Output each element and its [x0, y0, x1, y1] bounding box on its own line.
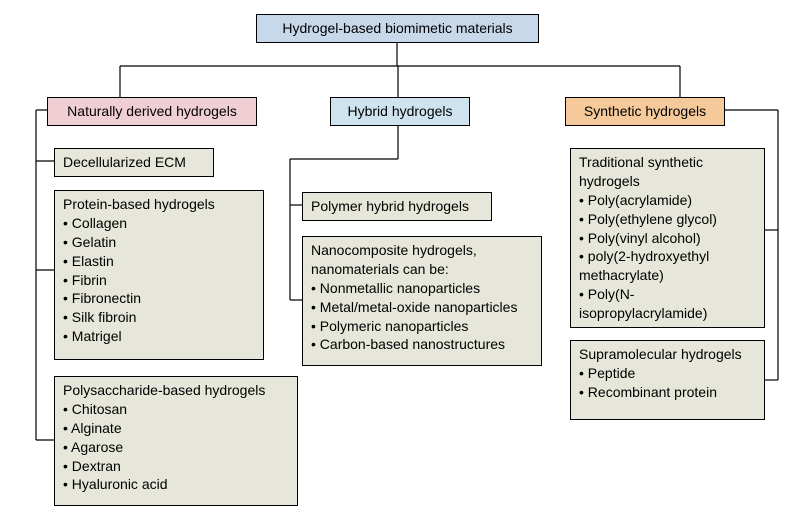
node-protein-item: • Fibrin: [63, 271, 255, 290]
node-tradsyn: Traditional synthetic hydrogels• Poly(ac…: [570, 148, 765, 328]
node-polysac-item: • Agarose: [63, 438, 289, 457]
node-nano-item: • Carbon-based nanostructures: [311, 335, 533, 354]
node-supra-item: • Recombinant protein: [579, 383, 756, 402]
node-polysac-item: • Dextran: [63, 457, 289, 476]
node-nano-item: • Nonmetallic nanoparticles: [311, 279, 533, 298]
node-supra-item: • Peptide: [579, 364, 756, 383]
node-nano-title: Nanocomposite hydrogels, nanomaterials c…: [311, 241, 533, 279]
node-root: Hydrogel-based biomimetic materials: [256, 14, 539, 43]
node-hybrid: Hybrid hydrogels: [330, 97, 470, 126]
node-natural: Naturally derived hydrogels: [47, 97, 257, 126]
node-supra: Supramolecular hydrogels• Peptide• Recom…: [570, 340, 765, 420]
node-nano: Nanocomposite hydrogels, nanomaterials c…: [302, 236, 542, 366]
node-root-label: Hydrogel-based biomimetic materials: [282, 20, 512, 36]
node-supra-title: Supramolecular hydrogels: [579, 345, 756, 364]
node-nano-item: • Metal/metal-oxide nanoparticles: [311, 298, 533, 317]
node-protein-title: Protein-based hydrogels: [63, 195, 255, 214]
node-protein: Protein-based hydrogels• Collagen• Gelat…: [54, 190, 264, 360]
node-tradsyn-item: • Poly(vinyl alcohol): [579, 229, 756, 248]
node-tradsyn-item: • Poly(acrylamide): [579, 191, 756, 210]
node-tradsyn-item: • Poly(N-isopropylacrylamide): [579, 285, 756, 323]
node-protein-item: • Collagen: [63, 214, 255, 233]
node-protein-item: • Silk fibroin: [63, 308, 255, 327]
node-decell-label: Decellularized ECM: [63, 154, 186, 170]
node-polysac-item: • Chitosan: [63, 400, 289, 419]
node-hybrid-label: Hybrid hydrogels: [347, 103, 452, 119]
node-protein-item: • Gelatin: [63, 233, 255, 252]
node-protein-item: • Matrigel: [63, 327, 255, 346]
node-polysac-item: • Hyaluronic acid: [63, 475, 289, 494]
node-nano-item: • Polymeric nanoparticles: [311, 317, 533, 336]
node-polyhyb-label: Polymer hybrid hydrogels: [311, 198, 469, 214]
node-protein-item: • Fibronectin: [63, 289, 255, 308]
node-protein-item: • Elastin: [63, 252, 255, 271]
node-tradsyn-item: • poly(2-hydroxyethyl methacrylate): [579, 247, 756, 285]
node-natural-label: Naturally derived hydrogels: [67, 103, 237, 119]
node-polysac: Polysaccharide-based hydrogels• Chitosan…: [54, 376, 298, 506]
node-decell: Decellularized ECM: [54, 148, 214, 177]
node-synthetic-label: Synthetic hydrogels: [584, 103, 706, 119]
node-tradsyn-title: Traditional synthetic hydrogels: [579, 153, 756, 191]
node-tradsyn-item: • Poly(ethylene glycol): [579, 210, 756, 229]
node-synthetic: Synthetic hydrogels: [565, 97, 725, 126]
node-polysac-item: • Alginate: [63, 419, 289, 438]
node-polyhyb: Polymer hybrid hydrogels: [302, 192, 492, 221]
node-polysac-title: Polysaccharide-based hydrogels: [63, 381, 289, 400]
